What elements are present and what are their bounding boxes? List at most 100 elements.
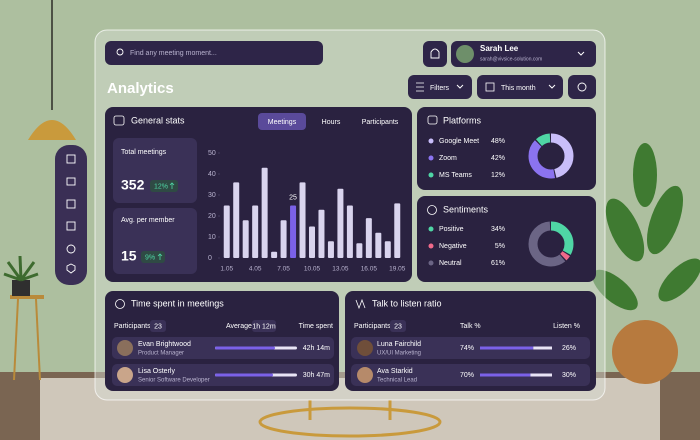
bar [271,251,278,258]
y-tick-label: 20 [208,213,216,220]
listen-bar [530,373,552,377]
legend-value: 48% [491,138,505,145]
col-label: Time spent [299,323,333,330]
bar [394,203,401,258]
filters-button[interactable] [408,75,472,99]
talk-value: 74% [460,345,474,352]
y-tick-label: 30 [208,192,216,199]
tab[interactable]: Participants [362,119,399,126]
stat-label: Total meetings [121,149,167,156]
legend-value: 5% [495,243,505,250]
count: 23 [154,323,162,330]
talk-bar [480,373,531,377]
avatar [117,367,133,383]
count-pill [390,320,406,332]
bar [290,205,297,258]
change-pill [141,251,165,263]
stat-change: 9% [145,254,155,261]
bar [242,220,249,258]
donut-segment [528,133,574,179]
bar [299,182,306,258]
progress-fill [215,346,275,350]
user-menu[interactable] [451,41,596,67]
x-tick-label: 16.05 [361,266,378,273]
legend-dot [428,243,434,249]
listen-value: 26% [562,345,576,352]
card-icon [113,115,125,126]
row [351,337,590,359]
nav-icon[interactable] [66,263,76,274]
bar [346,205,353,258]
average-pill [252,320,276,332]
talk-rows: Luna Fairchild UX/UI Marketing 74% 26% Ava S… [351,337,590,386]
bell-button[interactable] [423,41,447,67]
bell-icon [430,48,440,59]
bar [261,167,268,258]
side-table [10,295,44,299]
platforms-chart: Google Meet 48% Zoom 42% MS Teams 12% [428,133,574,179]
legend-dot [428,155,434,161]
x-tick-label: 1.05 [220,266,233,273]
filter-icon [416,82,424,92]
tab[interactable]: Hours [322,119,341,126]
bar [375,232,382,258]
bar-chart: 0 10 20 30 40 50 1.05 4.05 7.05 25 10.05 13.05 16.05… [208,150,406,273]
card-icon [115,299,125,309]
legend-value: 34% [491,226,505,233]
count: 23 [394,323,402,330]
donut-segment [528,221,574,267]
data-label: 25 [289,194,297,201]
legend-dot [428,226,434,232]
filters-label: Filters [430,85,450,92]
legend-label: Zoom [439,155,457,162]
search-box[interactable] [105,41,323,65]
nav-icon[interactable] [66,199,76,209]
user-name: Sarah Lee [480,44,519,53]
chevron [577,51,585,56]
nav-icon[interactable] [66,244,76,254]
col-label: Average [226,323,252,330]
card-title: General stats [131,115,185,125]
active-tab[interactable] [258,113,306,130]
y-tick-label: 10 [208,234,216,241]
search-placeholder: Find any meeting moment... [130,50,217,57]
user-email: sarah@vivsice-solution.com [480,56,542,62]
bar [327,241,334,258]
listen-bar [533,346,552,350]
period-label: This month [501,85,536,92]
up-arrow [157,253,163,260]
bar [252,205,259,258]
legend-label: MS Teams [439,172,472,179]
card-icon [355,298,366,310]
participant-name: Evan Brightwood [138,341,191,348]
y-tick-label: 40 [208,171,216,178]
refresh-button[interactable] [568,75,596,99]
sidebar [55,145,87,285]
x-tick-label: 13.05 [332,266,349,273]
tab[interactable]: Meetings [268,119,297,126]
card-icon [427,115,438,125]
bar [356,243,363,258]
nav-icon[interactable] [66,177,76,186]
x-tick-label: 19.05 [389,266,406,273]
stat-value: 352 [121,177,145,193]
card-title: Time spent in meetings [131,298,224,308]
nav-icon[interactable] [66,154,76,164]
donut-segment [528,133,574,179]
bar [318,209,325,258]
participant-name: Ava Starkid [377,368,413,375]
stat-box [113,208,197,274]
card-title: Sentiments [443,204,489,214]
stat-change: 12% [154,183,168,190]
legend-label: Google Meet [439,138,479,145]
period-button[interactable] [477,75,563,99]
bar [365,218,372,258]
avatar [357,367,373,383]
nav-icon[interactable] [66,221,76,231]
small-pot [12,280,30,296]
participant-role: Technical Lead [377,378,417,384]
card-title: Platforms [443,115,482,125]
page-title: Analytics [107,80,174,97]
table-leg [35,298,41,381]
